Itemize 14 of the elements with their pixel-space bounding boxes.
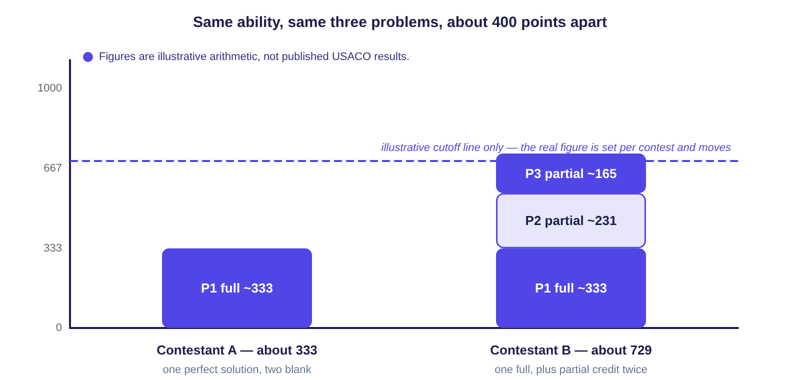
bar: [162, 248, 312, 328]
y-tick-label: 1000: [38, 82, 62, 95]
ref-line-label: illustrative cutoff line only — the real figure is set per contest and moves: [381, 142, 732, 154]
chart-title: Same ability, same three problems, about 400 points apart: [192, 14, 608, 31]
data-label: P1 full ~333: [201, 280, 273, 296]
x-tick-label: Contestant B — about 729 one full, plus partial credit twice: [490, 342, 652, 376]
annotation: Figures are illustrative arithmetic, not published USACO results.: [99, 51, 410, 63]
y-tick-label: 333: [44, 242, 62, 254]
y-tick-label: 0: [56, 322, 62, 334]
data-label: P1 full ~333: [535, 280, 607, 296]
y-tick-label: 667: [44, 162, 62, 174]
data-label: P2 partial ~231: [525, 213, 617, 228]
data-label: P3 partial ~165: [525, 166, 617, 181]
x-tick-label: Contestant A — about 333 one perfect solution, two blank: [156, 342, 318, 376]
